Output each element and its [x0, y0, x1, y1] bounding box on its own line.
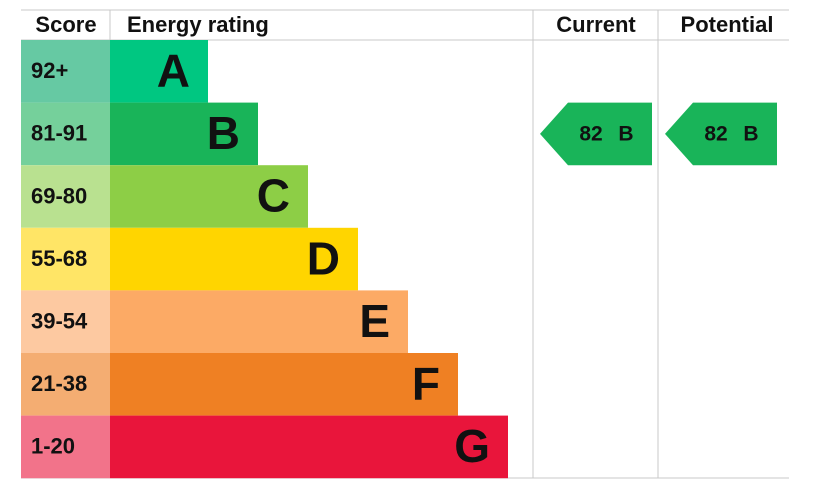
header-potential: Potential: [681, 12, 774, 37]
band-letter: C: [257, 170, 290, 222]
score-label: 55-68: [31, 246, 87, 271]
rating-bar: [110, 102, 258, 166]
score-cell: [21, 353, 110, 416]
score-cell: [21, 227, 110, 291]
score-cell: [21, 415, 110, 479]
rating-bar: [110, 40, 208, 103]
score-label: 69-80: [31, 183, 87, 208]
score-label: 21-38: [31, 371, 87, 396]
rating-bar: [110, 227, 358, 291]
header-score: Score: [35, 12, 96, 37]
score-label: 1-20: [31, 434, 75, 459]
score-label: 39-54: [31, 309, 88, 334]
rating-bar: [110, 353, 458, 416]
rating-arrow: [540, 102, 652, 166]
rating-bar: [110, 290, 408, 353]
band-letter: B: [207, 107, 240, 159]
score-label: 81-91: [31, 121, 87, 146]
band-letter: E: [359, 295, 390, 347]
rating-value: 82: [704, 122, 727, 145]
header-energy-rating: Energy rating: [127, 12, 269, 37]
band-letter: A: [157, 44, 190, 96]
header-current: Current: [556, 12, 636, 37]
score-cell: [21, 290, 110, 353]
score-cell: [21, 102, 110, 166]
band-letter: D: [307, 232, 340, 284]
rating-value: 82: [579, 122, 602, 145]
score-cell: [21, 165, 110, 228]
rating-arrow: [665, 102, 777, 166]
score-label: 92+: [31, 58, 68, 83]
rating-bar: [110, 415, 508, 479]
band-letter: G: [454, 420, 490, 472]
rating-bar: [110, 165, 308, 228]
band-letter: F: [412, 357, 440, 409]
rating-letter: B: [743, 122, 758, 145]
score-cell: [21, 40, 110, 103]
rating-letter: B: [618, 122, 633, 145]
